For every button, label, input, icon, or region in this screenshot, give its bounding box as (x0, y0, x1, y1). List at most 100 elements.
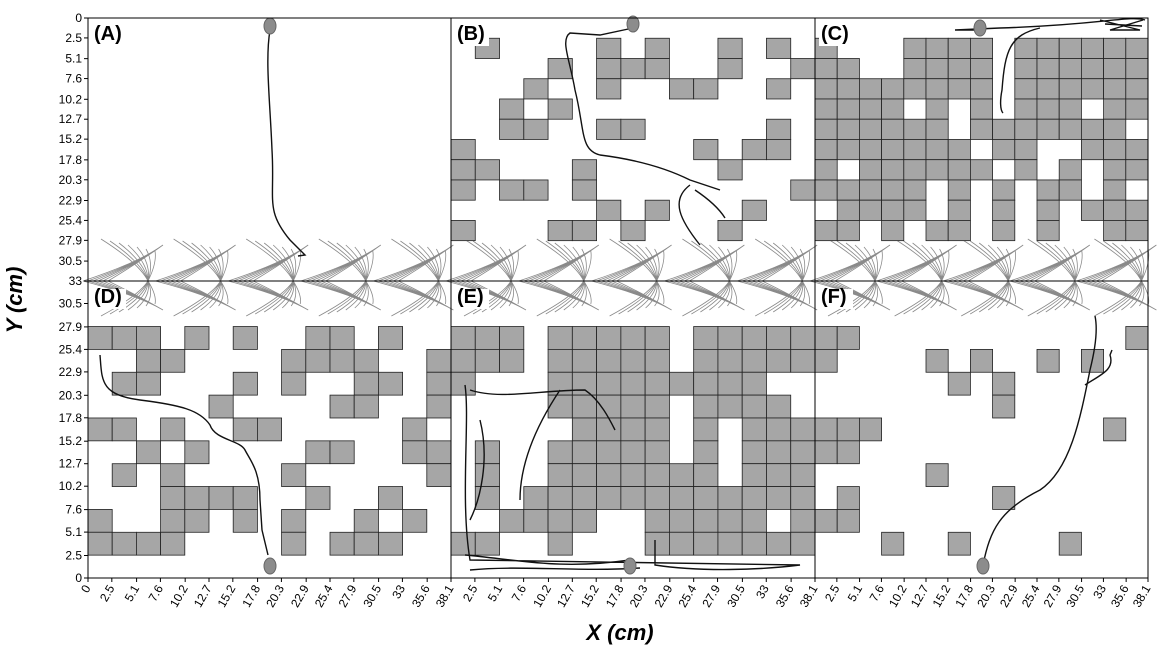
cell (620, 326, 646, 350)
x-tick-label: 27.9 (336, 582, 360, 610)
cell (426, 394, 452, 419)
x-tick-label: 7.6 (509, 582, 530, 604)
cell (947, 78, 971, 100)
cell (281, 371, 307, 396)
cell (1036, 348, 1060, 373)
cell-layer (87, 37, 1149, 556)
cell (377, 531, 403, 556)
cell (903, 37, 927, 59)
cell (281, 509, 307, 533)
cell (474, 463, 500, 487)
snail-icons (263, 15, 990, 575)
y-tick-label: 7.6 (65, 72, 82, 86)
cell (1125, 326, 1149, 350)
cell (523, 486, 549, 510)
cell (87, 417, 113, 442)
y-tick-label: 22.9 (59, 194, 83, 208)
cell (766, 486, 792, 510)
cell (693, 531, 719, 556)
grass (591, 280, 672, 317)
cell (620, 348, 646, 373)
cell (836, 417, 860, 442)
cell (693, 371, 719, 396)
grass (664, 280, 745, 317)
x-tick-label: 5.1 (122, 582, 143, 604)
cell (717, 58, 743, 80)
y-tick-label: 33 (69, 274, 83, 288)
cell (305, 440, 331, 465)
panel-label: (C) (821, 23, 849, 45)
cell (111, 463, 137, 487)
cell (741, 394, 767, 419)
cell (160, 417, 186, 442)
cell (925, 220, 949, 242)
cell (669, 531, 695, 556)
cell (669, 371, 695, 396)
cell (790, 326, 816, 350)
cell (450, 179, 476, 201)
cell (903, 199, 927, 221)
y-tick-label: 27.9 (59, 320, 83, 334)
y-tick-label: 30.5 (59, 297, 83, 311)
cell (184, 486, 210, 510)
cell (766, 78, 792, 100)
cell (620, 118, 646, 140)
cell (87, 531, 113, 556)
cell (693, 139, 719, 161)
cell (353, 371, 379, 396)
cell (377, 371, 403, 396)
cell (111, 417, 137, 442)
cell (693, 326, 719, 350)
cell (766, 440, 792, 465)
cell (1036, 58, 1060, 80)
cell (947, 58, 971, 80)
cell (814, 179, 838, 201)
cell (620, 463, 646, 487)
grass (155, 238, 236, 282)
x-tick-label: 38.1 (433, 582, 457, 610)
x-tick-label: 20.3 (974, 582, 998, 610)
cell (925, 159, 949, 181)
grass (518, 280, 600, 317)
cell (305, 348, 331, 373)
cell (596, 486, 622, 510)
cell (836, 179, 860, 201)
x-tick-label: 5.1 (485, 582, 506, 604)
cell (859, 118, 883, 140)
grass (518, 238, 600, 282)
panel-label: (A) (94, 23, 122, 45)
cell (329, 348, 355, 373)
x-tick-label: 20.3 (263, 582, 287, 610)
cell (836, 118, 860, 140)
cell (859, 78, 883, 100)
cell (571, 220, 597, 242)
cell (970, 159, 994, 181)
cell (881, 98, 905, 120)
cell (836, 98, 860, 120)
x-tick-label: 20.3 (627, 582, 651, 610)
cell (620, 486, 646, 510)
cell (814, 326, 838, 350)
y-tick-label: 5.1 (65, 52, 82, 66)
cell (693, 440, 719, 465)
grass (82, 238, 164, 282)
grass (228, 280, 309, 317)
cell (717, 394, 743, 419)
cell (1103, 98, 1127, 120)
cell (669, 78, 695, 100)
cell (1081, 58, 1105, 80)
cell (499, 348, 525, 373)
x-tick-label: 35.6 (773, 582, 797, 610)
cell (1058, 98, 1082, 120)
cell (1103, 179, 1127, 201)
panel-label-bg (455, 26, 489, 46)
cell (859, 199, 883, 221)
x-tick-label: 33 (389, 582, 408, 601)
cell (281, 463, 307, 487)
cell (741, 440, 767, 465)
cell (790, 531, 816, 556)
grass (300, 280, 382, 317)
cell (596, 58, 622, 80)
x-tick-label: 2.5 (460, 582, 481, 604)
cell (669, 463, 695, 487)
